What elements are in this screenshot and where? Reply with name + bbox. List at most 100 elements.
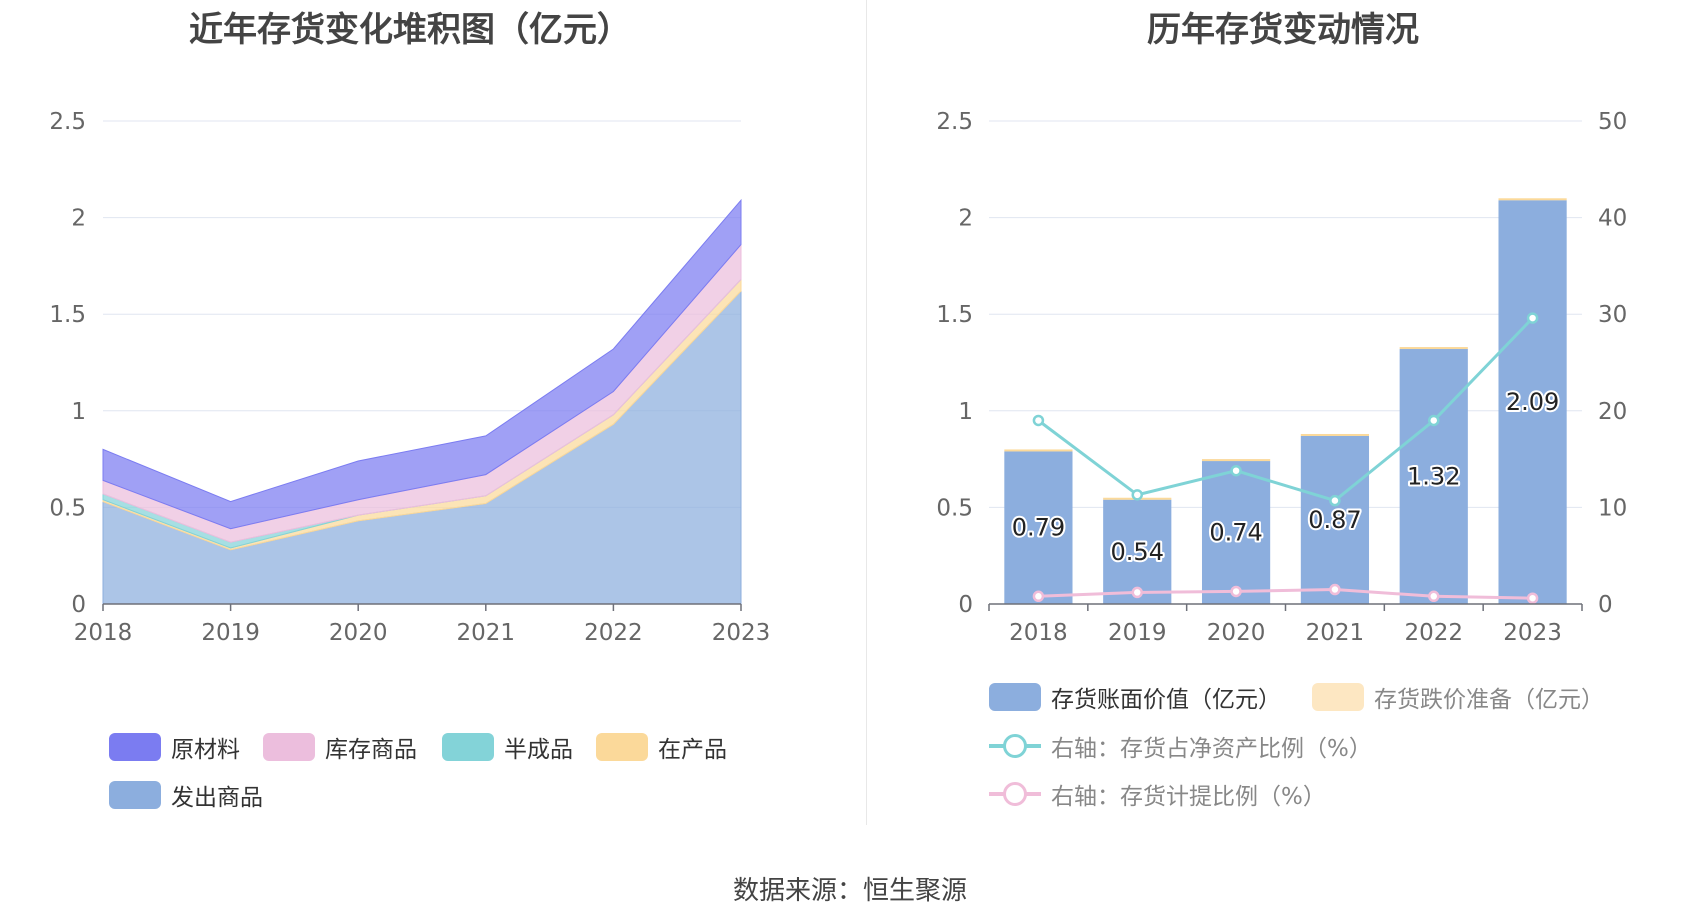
legend-swatch xyxy=(109,781,161,809)
line-point xyxy=(1526,592,1539,604)
legend-swatch xyxy=(109,733,161,761)
legend-item[interactable]: 发出商品 xyxy=(109,778,263,812)
left-y-tick-label: 1 xyxy=(71,399,86,425)
left-x-tick-label: 2022 xyxy=(584,620,643,646)
left-chart-areas xyxy=(102,198,742,605)
bar-provision xyxy=(1004,449,1073,452)
line-point xyxy=(1032,414,1045,427)
bar xyxy=(1004,451,1073,604)
right-y-tick-label: 1 xyxy=(958,399,973,425)
legend-label: 在产品 xyxy=(658,737,727,763)
legend-item[interactable]: 库存商品 xyxy=(263,730,417,764)
bar-data-label: 0.79 xyxy=(1012,514,1065,542)
left-x-tick-label: 2023 xyxy=(712,620,771,646)
right-x-tick-label: 2021 xyxy=(1306,620,1365,646)
right-y-tick-label: 2 xyxy=(958,206,973,232)
legend-swatch xyxy=(596,733,648,761)
right-y2-tick-label: 50 xyxy=(1598,109,1627,135)
right-chart-axes: 0 0.5 1 1.5 2 2.5 0 10 20 30 40 50 2018 2019 2020 2021 2… xyxy=(936,109,1627,646)
right-y2-tick-label: 30 xyxy=(1598,302,1627,328)
right-y-tick-label: 2.5 xyxy=(936,109,973,135)
right-chart-bars xyxy=(1004,198,1567,604)
legend-item[interactable]: 在产品 xyxy=(596,730,727,764)
bar-provision xyxy=(1399,347,1468,350)
bar-data-label: 0.74 xyxy=(1209,519,1262,547)
right-x-tick-label: 2019 xyxy=(1108,620,1167,646)
area-series xyxy=(102,198,742,530)
right-y-tick-label: 0 xyxy=(958,592,973,618)
right-y2-tick-label: 0 xyxy=(1598,592,1613,618)
line-point xyxy=(1230,585,1242,598)
right-x-tick-label: 2023 xyxy=(1503,620,1562,646)
line-point xyxy=(1329,494,1341,507)
left-chart-axes: 0 0.5 1 1.5 2 2.5 2018 2019 2020 2021 2022 2023 xyxy=(49,109,770,646)
legend-swatch xyxy=(263,733,315,761)
series-line xyxy=(1038,587,1533,600)
bar-data-label: 1.32 xyxy=(1407,462,1460,490)
bar-data-label: 2.09 xyxy=(1506,388,1559,416)
panel-divider xyxy=(866,0,867,825)
legend-label: 右轴：存货计提比例（%） xyxy=(1051,784,1326,810)
bar-provision xyxy=(1498,198,1567,201)
left-y-tick-label: 2 xyxy=(71,206,86,232)
left-y-tick-label: 1.5 xyxy=(49,302,86,328)
legend-label: 存货账面价值（亿元） xyxy=(1051,687,1281,713)
legend-swatch xyxy=(442,733,494,761)
bar-data-label: 0.87 xyxy=(1308,506,1361,534)
bar xyxy=(1300,435,1370,604)
bar xyxy=(1399,348,1468,604)
legend-swatch xyxy=(989,732,1041,760)
right-x-tick-label: 2022 xyxy=(1404,620,1463,646)
bar xyxy=(1103,499,1172,604)
legend-label: 库存商品 xyxy=(325,737,417,763)
left-y-tick-label: 0 xyxy=(71,592,86,618)
line-point xyxy=(1526,312,1539,324)
legend-item[interactable]: 原材料 xyxy=(109,730,240,764)
left-x-tick-label: 2018 xyxy=(74,620,133,646)
bar-provision xyxy=(1201,459,1271,462)
right-y2-tick-label: 40 xyxy=(1598,206,1627,232)
right-x-tick-label: 2020 xyxy=(1207,620,1266,646)
legend-label: 原材料 xyxy=(171,737,240,763)
line-point xyxy=(1428,590,1440,603)
bar xyxy=(1498,200,1567,604)
bar-data-label: 0.54 xyxy=(1111,538,1164,566)
line-point xyxy=(1131,489,1143,501)
legend-label: 发出商品 xyxy=(171,785,263,811)
line-point xyxy=(1329,583,1341,596)
legend-swatch xyxy=(989,683,1041,711)
right-x-tick-label: 2018 xyxy=(1009,620,1068,646)
line-point xyxy=(1032,590,1045,603)
legend-label: 右轴：存货占净资产比例（%） xyxy=(1051,736,1372,762)
legend-swatch xyxy=(1312,683,1364,711)
left-x-tick-label: 2019 xyxy=(201,620,260,646)
legend-item[interactable]: 半成品 xyxy=(442,730,573,764)
line-point xyxy=(1230,464,1242,477)
right-y-tick-label: 0.5 xyxy=(936,495,973,521)
legend-item[interactable]: 存货跌价准备（亿元） xyxy=(1312,680,1604,714)
left-x-tick-label: 2021 xyxy=(457,620,516,646)
series-line xyxy=(1037,317,1534,503)
right-chart-title: 历年存货变动情况 xyxy=(1147,10,1419,50)
legend-label: 存货跌价准备（亿元） xyxy=(1374,687,1604,713)
line-point xyxy=(1428,414,1440,427)
right-chart-lines: 0.79 0.54 0.74 0.87 1.32 2.09 xyxy=(1010,312,1561,604)
bar-provision xyxy=(1300,433,1370,436)
right-y2-tick-label: 20 xyxy=(1598,399,1627,425)
left-y-tick-label: 2.5 xyxy=(49,109,86,135)
source-note: 数据来源：恒生聚源 xyxy=(732,876,967,906)
right-chart-grid xyxy=(989,120,1582,508)
line-point xyxy=(1131,586,1143,599)
right-y-tick-label: 1.5 xyxy=(936,302,973,328)
legend-swatch xyxy=(989,780,1041,808)
left-y-tick-label: 0.5 xyxy=(49,495,86,521)
legend-item[interactable]: 右轴：存货计提比例（%） xyxy=(989,777,1326,811)
left-chart-title: 近年存货变化堆积图（亿元） xyxy=(189,10,631,50)
legend-item[interactable]: 存货账面价值（亿元） xyxy=(989,680,1281,714)
right-y2-tick-label: 10 xyxy=(1598,495,1627,521)
legend-label: 半成品 xyxy=(504,737,573,763)
legend-item[interactable]: 右轴：存货占净资产比例（%） xyxy=(989,729,1372,763)
left-x-tick-label: 2020 xyxy=(329,620,388,646)
bar xyxy=(1201,461,1271,604)
